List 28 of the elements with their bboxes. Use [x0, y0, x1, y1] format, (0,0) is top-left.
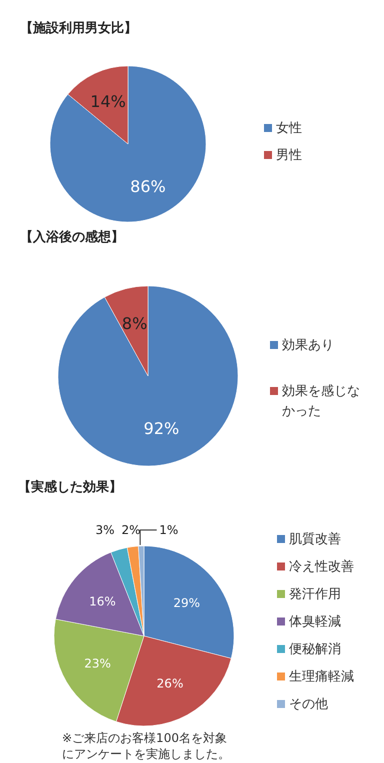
legend-label: 肌質改善 [289, 530, 341, 546]
data-label: 14% [90, 92, 126, 112]
legend-label: 冷え性改善 [289, 558, 354, 574]
data-label: 3% [95, 523, 114, 537]
data-label: 23% [84, 656, 111, 670]
chart-title: 【実感した効果】 [18, 479, 122, 495]
data-label: 26% [156, 676, 184, 690]
legend-label: 便秘解消 [289, 642, 341, 656]
pie-slice [58, 286, 238, 466]
data-label: 86% [130, 176, 166, 196]
legend-label: 効果あり [282, 338, 334, 352]
data-label: 29% [173, 596, 200, 610]
chart-title: 【入浴後の感想】 [20, 229, 124, 245]
legend-label: 効果を感じなかった [282, 384, 360, 418]
data-label: 16% [89, 594, 116, 609]
data-label: 92% [144, 418, 180, 438]
data-label: 1% [159, 523, 178, 537]
legend-label: その他 [289, 696, 328, 712]
text: ※ご来店のお客様100名を対象にアンケートを実施しました。 [62, 731, 230, 761]
legend-label: 女性 [276, 120, 302, 136]
data-label: 2% [121, 523, 140, 537]
pie-slice [50, 66, 206, 222]
legend-label: 体臭軽減 [289, 614, 341, 629]
legend-label: 男性 [276, 148, 302, 162]
legend-label: 生理痛軽減 [289, 669, 354, 684]
legend-label: 発汗作用 [289, 586, 341, 602]
chart-title: 【施設利用男女比】 [20, 20, 137, 36]
data-label: 8% [122, 314, 148, 334]
